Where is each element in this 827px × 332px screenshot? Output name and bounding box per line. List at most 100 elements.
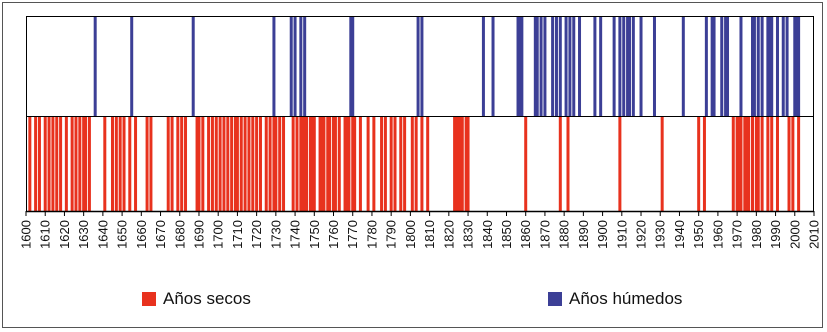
dry-year-bar xyxy=(751,117,754,211)
dry-year-bar xyxy=(739,117,743,211)
x-tick-label: 1880 xyxy=(557,220,572,249)
x-tick-label: 1620 xyxy=(57,220,72,249)
dry-year-bar xyxy=(464,117,468,211)
dry-year-bar xyxy=(791,117,795,211)
dry-year-bar xyxy=(766,117,770,211)
dry-year-bar xyxy=(351,117,355,211)
x-tick-label: 1700 xyxy=(211,220,226,249)
x-tick-label: 1900 xyxy=(595,220,610,249)
dry-year-bar xyxy=(305,117,309,211)
dry-year-bar xyxy=(180,117,184,211)
dry-year-bar xyxy=(353,117,357,211)
dry-year-bar xyxy=(754,117,758,211)
dry-year-bar xyxy=(176,117,180,211)
dry-year-bar xyxy=(114,117,118,211)
x-tick-label: 1920 xyxy=(634,220,649,249)
dry-year-bar xyxy=(333,117,337,211)
dry-year-bar xyxy=(291,117,295,211)
dry-years-bars xyxy=(28,117,801,211)
dry-year-bar xyxy=(274,117,278,211)
dry-year-bar xyxy=(383,117,387,211)
legend-dry-swatch xyxy=(142,292,156,306)
x-tick-label: 1660 xyxy=(134,220,149,249)
dry-year-bar xyxy=(380,117,384,211)
dry-year-bar xyxy=(308,117,312,211)
wet-year-bar xyxy=(518,17,522,117)
wet-year-bar xyxy=(781,17,785,117)
x-tick-label: 1760 xyxy=(326,220,341,249)
wet-year-bar xyxy=(751,17,754,117)
dry-year-bar xyxy=(210,117,214,211)
wet-year-bar xyxy=(797,17,801,117)
dry-year-bar xyxy=(251,117,255,211)
dry-year-bar xyxy=(301,117,305,211)
x-tick-label: 1770 xyxy=(345,220,360,249)
wet-year-bar xyxy=(272,17,276,117)
x-tick-label: 1820 xyxy=(441,220,456,249)
dry-year-bar xyxy=(272,117,276,211)
wet-year-bar xyxy=(720,17,724,117)
dry-year-bar xyxy=(170,117,174,211)
wet-year-bar xyxy=(766,17,770,117)
legend-wet: Años húmedos xyxy=(548,289,682,309)
dry-year-bar xyxy=(149,117,153,211)
dry-year-bar xyxy=(414,117,418,211)
wet-year-bar xyxy=(289,17,293,117)
wet-year-bar xyxy=(551,17,555,117)
x-tick-label: 1950 xyxy=(691,220,706,249)
dry-year-bar xyxy=(735,117,739,211)
wet-year-bar xyxy=(775,17,779,117)
dry-year-bar xyxy=(322,117,326,211)
dry-year-bar xyxy=(184,117,188,211)
wet-year-bar xyxy=(785,17,789,117)
x-tick-label: 1630 xyxy=(76,220,91,249)
wet-year-bar xyxy=(191,17,195,117)
wet-year-bar xyxy=(726,17,730,117)
dry-year-bar xyxy=(243,117,247,211)
wet-year-bar xyxy=(564,17,568,117)
wet-year-bar xyxy=(578,17,582,117)
dry-year-bar xyxy=(218,117,222,211)
dry-year-bar xyxy=(456,117,460,211)
x-tick-label: 1680 xyxy=(172,220,187,249)
dry-year-bar xyxy=(255,117,259,211)
dry-year-bar xyxy=(258,117,262,211)
x-tick-label: 1980 xyxy=(749,220,764,249)
x-tick-label: 1690 xyxy=(191,220,206,249)
x-tick-label: 2000 xyxy=(787,220,802,249)
dry-year-bar xyxy=(618,117,622,211)
x-tick-label: 1670 xyxy=(153,220,168,249)
dry-year-bar xyxy=(43,117,47,211)
dry-year-bar xyxy=(134,117,138,211)
wet-year-bar xyxy=(770,17,774,117)
dry-year-bar xyxy=(460,117,464,211)
x-tick-label: 1750 xyxy=(307,220,322,249)
wet-year-bar xyxy=(704,17,708,117)
dry-year-bar xyxy=(358,117,362,211)
dry-year-bar xyxy=(702,117,706,211)
wet-year-bar xyxy=(130,17,134,117)
dry-year-bar xyxy=(59,117,63,211)
dry-year-bar xyxy=(214,117,218,211)
dry-year-bar xyxy=(51,117,55,211)
dry-year-bar xyxy=(318,117,322,211)
dry-year-bar xyxy=(660,117,664,211)
dry-year-bar xyxy=(195,117,199,211)
x-tick-label: 1790 xyxy=(384,220,399,249)
dry-year-bar xyxy=(295,117,299,211)
dry-year-bar xyxy=(230,117,234,211)
dry-year-bar xyxy=(747,117,751,211)
wet-year-bar xyxy=(626,17,630,117)
dry-year-bar xyxy=(235,117,239,211)
wet-year-bar xyxy=(539,17,543,117)
dry-year-bar xyxy=(47,117,51,211)
x-tick-label: 1960 xyxy=(710,220,725,249)
wet-year-bar xyxy=(349,17,353,117)
wet-year-bar xyxy=(593,17,597,117)
legend-dry-label: Años secos xyxy=(163,289,251,308)
dry-year-bar xyxy=(389,117,393,211)
wet-year-bar xyxy=(627,17,631,117)
dry-year-bar xyxy=(760,117,764,211)
wet-year-bar xyxy=(612,17,616,117)
wet-year-bar xyxy=(724,17,728,117)
